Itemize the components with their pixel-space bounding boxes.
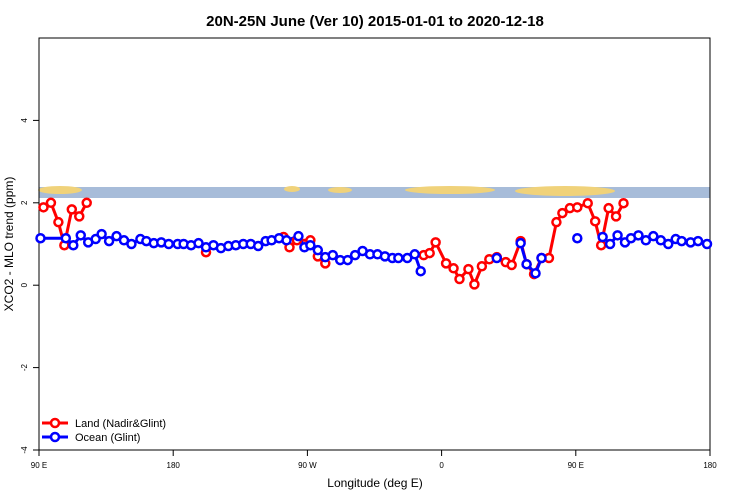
- data-point: [440, 258, 452, 269]
- data-point: [293, 230, 304, 242]
- data-point: [491, 252, 503, 264]
- data-point: [281, 235, 292, 246]
- data-point: [597, 231, 608, 243]
- data-point: [582, 197, 593, 209]
- data-point: [701, 238, 713, 250]
- data-point: [557, 207, 568, 219]
- y-tick-label: 0: [20, 282, 29, 287]
- data-point: [415, 265, 426, 277]
- data-point: [506, 259, 517, 271]
- legend-marker: [49, 417, 61, 429]
- data-point: [603, 202, 614, 214]
- data-point: [618, 197, 629, 209]
- x-axis-label: Longitude (deg E): [327, 476, 422, 490]
- y-tick-label: -2: [20, 363, 29, 371]
- data-point: [454, 273, 465, 285]
- data-point: [409, 249, 421, 260]
- data-point: [551, 216, 562, 228]
- data-point: [96, 228, 107, 240]
- data-point: [45, 197, 57, 209]
- data-point: [463, 263, 474, 275]
- data-point: [81, 197, 92, 209]
- y-axis-label: XCO2 - MLO trend (ppm): [2, 177, 16, 312]
- data-point: [572, 202, 583, 213]
- data-point: [349, 249, 361, 261]
- x-tick-label: 90 E: [31, 461, 47, 470]
- data-point: [595, 239, 607, 251]
- data-point: [193, 237, 204, 249]
- data-point: [66, 204, 78, 215]
- data-point: [610, 211, 622, 222]
- data-point: [327, 249, 338, 261]
- data-point: [342, 254, 353, 266]
- data-point: [640, 235, 652, 246]
- data-point: [68, 239, 79, 251]
- data-point: [305, 239, 316, 251]
- data-point: [515, 237, 526, 249]
- data-point: [53, 216, 64, 228]
- data-point: [75, 230, 87, 241]
- data-point: [589, 216, 601, 227]
- data-point: [469, 279, 480, 290]
- data-point: [648, 230, 659, 242]
- x-tick-label: 90 E: [568, 461, 584, 470]
- data-point: [60, 232, 72, 244]
- y-tick-label: -4: [20, 446, 29, 454]
- data-point: [393, 252, 404, 264]
- data-point: [662, 238, 674, 250]
- data-point: [612, 230, 623, 241]
- data-point: [111, 230, 122, 242]
- map-strip: [38, 186, 710, 198]
- data-point: [521, 258, 532, 270]
- y-tick-label: 2: [20, 200, 29, 205]
- data-point: [126, 238, 137, 250]
- data-point: [38, 202, 49, 213]
- data-point: [74, 211, 85, 222]
- data-point: [103, 235, 115, 247]
- data-point: [536, 252, 547, 264]
- x-tick-label: 0: [439, 461, 444, 470]
- chart-title: 20N-25N June (Ver 10) 2015-01-01 to 2020…: [206, 13, 544, 30]
- data-point: [430, 237, 441, 248]
- data-point: [676, 235, 687, 247]
- data-point: [163, 238, 174, 250]
- data-point: [530, 268, 541, 279]
- x-tick-label: 90 W: [298, 461, 317, 470]
- data-point: [692, 235, 704, 247]
- legend-label: Land (Nadir&Glint): [75, 418, 166, 430]
- legend-label: Ocean (Glint): [75, 432, 140, 444]
- data-point: [252, 240, 264, 252]
- data-point: [448, 263, 459, 274]
- data-point: [312, 244, 324, 256]
- legend-marker: [49, 431, 61, 443]
- data-point: [633, 230, 644, 241]
- data-point: [35, 232, 46, 244]
- data-point: [476, 260, 488, 272]
- y-tick-label: 4: [20, 118, 29, 123]
- x-tick-label: 180: [167, 461, 181, 470]
- data-point: [604, 238, 616, 250]
- data-point: [572, 232, 583, 244]
- x-tick-label: 180: [703, 461, 717, 470]
- data-point: [424, 247, 435, 259]
